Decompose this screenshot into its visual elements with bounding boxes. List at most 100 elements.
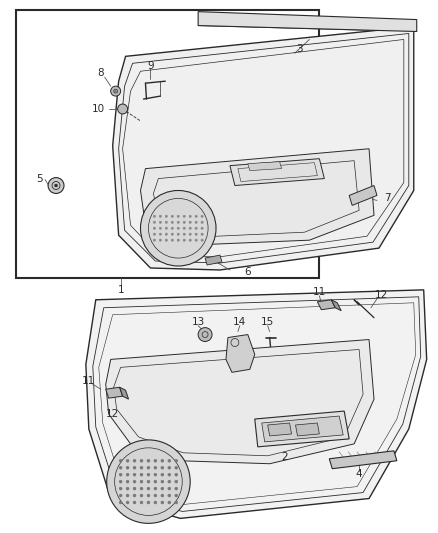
Polygon shape	[120, 387, 129, 399]
Circle shape	[119, 501, 122, 504]
Circle shape	[168, 473, 171, 476]
Circle shape	[198, 328, 212, 342]
Circle shape	[165, 221, 167, 223]
Circle shape	[175, 480, 178, 483]
Circle shape	[195, 239, 198, 241]
Circle shape	[147, 480, 150, 483]
Circle shape	[147, 466, 150, 469]
Text: 14: 14	[233, 317, 247, 327]
Text: 10: 10	[92, 104, 105, 114]
Polygon shape	[205, 255, 222, 265]
Circle shape	[140, 480, 143, 483]
Text: 7: 7	[384, 193, 390, 204]
Circle shape	[119, 480, 122, 483]
Circle shape	[189, 215, 191, 217]
Circle shape	[171, 239, 173, 241]
Circle shape	[119, 459, 122, 462]
Circle shape	[171, 215, 173, 217]
Circle shape	[161, 487, 164, 490]
Circle shape	[183, 221, 185, 223]
Text: 11: 11	[82, 376, 95, 386]
Circle shape	[147, 501, 150, 504]
Circle shape	[153, 221, 155, 223]
Text: 5: 5	[36, 174, 42, 183]
Circle shape	[126, 494, 129, 497]
Circle shape	[159, 239, 162, 241]
Text: 3: 3	[296, 44, 303, 54]
Circle shape	[154, 473, 157, 476]
Circle shape	[140, 459, 143, 462]
Polygon shape	[86, 290, 427, 519]
Circle shape	[201, 227, 203, 229]
Circle shape	[159, 227, 162, 229]
Circle shape	[168, 487, 171, 490]
Circle shape	[154, 480, 157, 483]
Circle shape	[140, 487, 143, 490]
Circle shape	[177, 215, 180, 217]
Circle shape	[133, 459, 136, 462]
Polygon shape	[329, 451, 397, 469]
Circle shape	[119, 473, 122, 476]
Circle shape	[171, 221, 173, 223]
Polygon shape	[106, 387, 123, 398]
Polygon shape	[318, 300, 335, 310]
Circle shape	[175, 487, 178, 490]
Circle shape	[165, 227, 167, 229]
Circle shape	[171, 227, 173, 229]
Text: 2: 2	[281, 452, 288, 462]
Polygon shape	[230, 159, 324, 185]
Text: 15: 15	[261, 317, 274, 327]
Circle shape	[161, 466, 164, 469]
Polygon shape	[113, 27, 414, 270]
Circle shape	[183, 233, 185, 236]
Polygon shape	[198, 12, 417, 31]
Circle shape	[175, 494, 178, 497]
Circle shape	[161, 501, 164, 504]
Circle shape	[126, 473, 129, 476]
Circle shape	[126, 459, 129, 462]
Circle shape	[177, 227, 180, 229]
Circle shape	[183, 215, 185, 217]
Circle shape	[147, 487, 150, 490]
Circle shape	[114, 89, 118, 93]
Circle shape	[111, 86, 120, 96]
Circle shape	[133, 494, 136, 497]
Circle shape	[161, 473, 164, 476]
Circle shape	[175, 466, 178, 469]
Circle shape	[126, 487, 129, 490]
Circle shape	[175, 459, 178, 462]
Circle shape	[183, 239, 185, 241]
Circle shape	[154, 459, 157, 462]
Text: 12: 12	[106, 409, 119, 419]
Circle shape	[147, 459, 150, 462]
Circle shape	[165, 233, 167, 236]
Text: 4: 4	[356, 469, 362, 479]
Circle shape	[133, 487, 136, 490]
Circle shape	[147, 494, 150, 497]
Circle shape	[153, 227, 155, 229]
Circle shape	[189, 227, 191, 229]
Circle shape	[177, 221, 180, 223]
Circle shape	[195, 221, 198, 223]
Circle shape	[175, 501, 178, 504]
Circle shape	[201, 215, 203, 217]
Circle shape	[159, 221, 162, 223]
Circle shape	[195, 215, 198, 217]
Circle shape	[154, 487, 157, 490]
Circle shape	[126, 466, 129, 469]
Circle shape	[118, 104, 127, 114]
Circle shape	[140, 473, 143, 476]
Circle shape	[141, 190, 216, 266]
Circle shape	[119, 466, 122, 469]
Circle shape	[195, 233, 198, 236]
Circle shape	[133, 473, 136, 476]
Circle shape	[154, 466, 157, 469]
Circle shape	[55, 184, 57, 187]
Circle shape	[183, 227, 185, 229]
Polygon shape	[331, 300, 341, 311]
Circle shape	[48, 177, 64, 193]
Circle shape	[153, 239, 155, 241]
Text: 1: 1	[117, 285, 124, 295]
Circle shape	[159, 215, 162, 217]
Polygon shape	[255, 411, 349, 447]
